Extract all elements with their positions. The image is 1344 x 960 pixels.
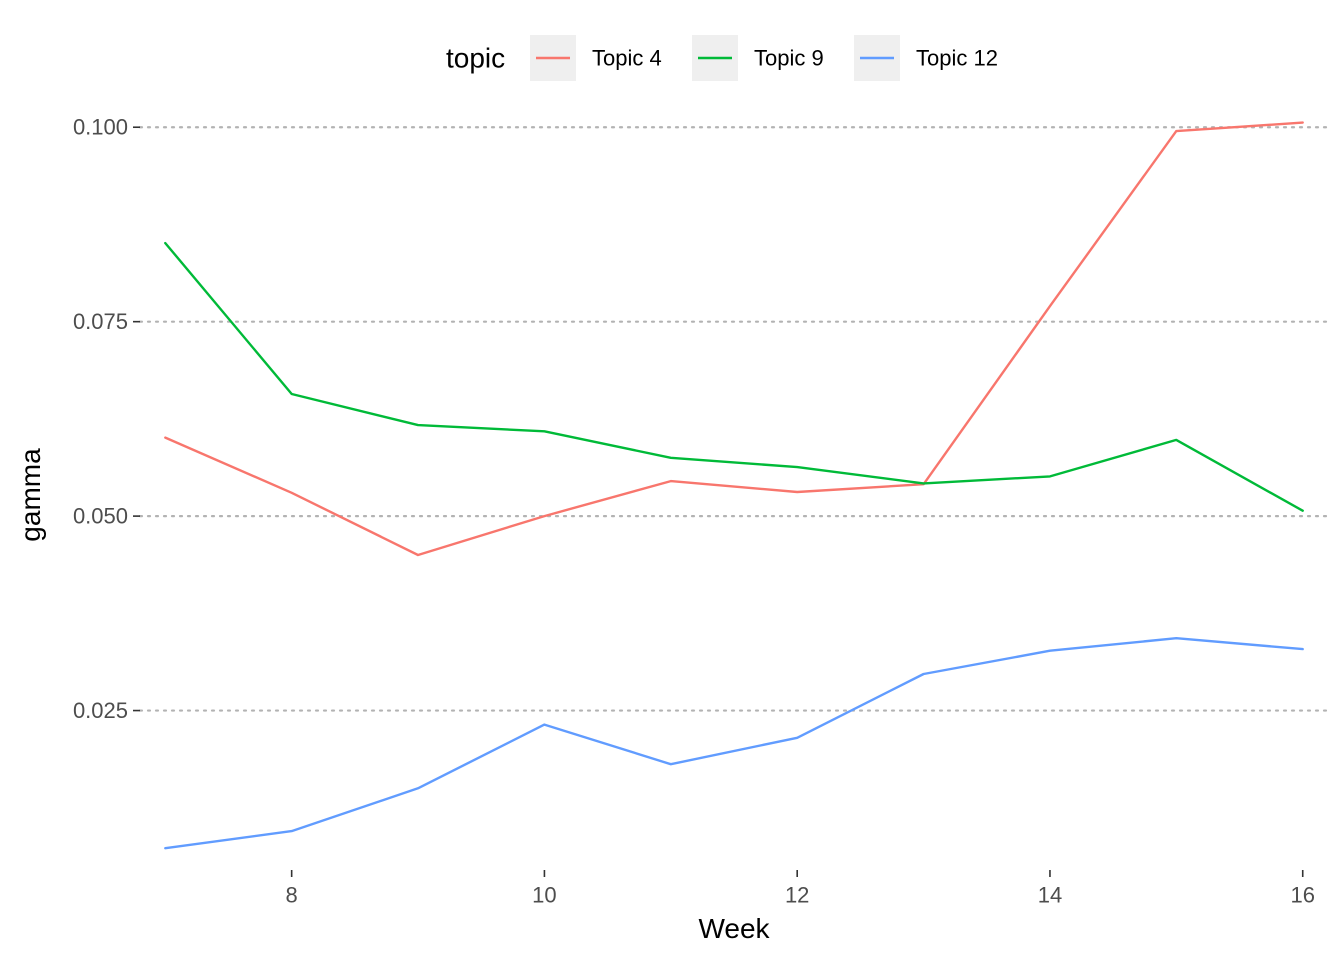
series-line-topic-4 xyxy=(164,121,1304,557)
x-tick-label: 16 xyxy=(1290,883,1314,908)
legend-title: topic xyxy=(446,43,505,74)
y-tick-label: 0.100 xyxy=(73,115,128,140)
series-layer xyxy=(164,121,1304,850)
x-tick-label: 12 xyxy=(785,883,809,908)
legend-label: Topic 4 xyxy=(592,46,662,71)
legend-item-topic-9: Topic 9 xyxy=(692,35,824,81)
x-axis: 8 10 12 14 16 xyxy=(286,870,1315,908)
legend-label: Topic 9 xyxy=(754,46,824,71)
series-line-topic-9 xyxy=(164,241,1304,512)
series-line-topic-12 xyxy=(164,637,1304,850)
y-axis-title: gamma xyxy=(15,448,46,542)
y-tick-label: 0.025 xyxy=(73,698,128,723)
y-tick-label: 0.050 xyxy=(73,504,128,529)
y-tick-label: 0.075 xyxy=(73,309,128,334)
x-axis-title: Week xyxy=(698,913,770,944)
x-tick-label: 14 xyxy=(1038,883,1062,908)
y-axis: 0.025 0.050 0.075 0.100 xyxy=(73,115,140,723)
x-tick-label: 8 xyxy=(286,883,298,908)
x-tick-label: 10 xyxy=(532,883,556,908)
legend-item-topic-4: Topic 4 xyxy=(530,35,662,81)
grid-lines xyxy=(138,126,1330,712)
legend-item-topic-12: Topic 12 xyxy=(854,35,998,81)
legend-label: Topic 12 xyxy=(916,46,998,71)
legend: topic Topic 4 Topic 9 Topic 12 xyxy=(446,35,998,81)
